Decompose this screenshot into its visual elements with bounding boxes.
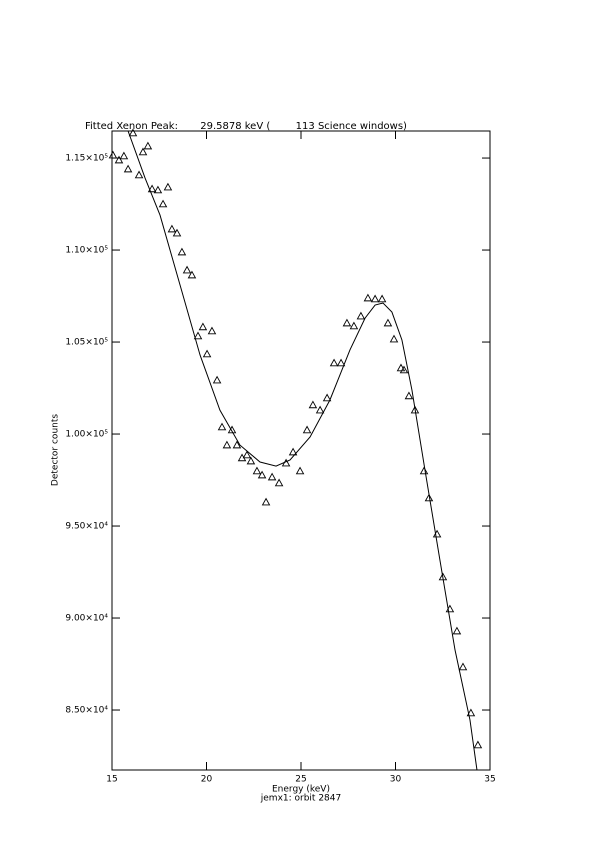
data-point — [119, 151, 129, 160]
data-point — [302, 425, 312, 434]
data-point — [207, 326, 217, 335]
data-point — [257, 470, 267, 479]
data-point — [424, 493, 434, 502]
data-point — [167, 224, 177, 233]
plot-frame — [111, 130, 491, 771]
data-point — [212, 375, 222, 384]
data-point — [242, 450, 252, 459]
data-point — [370, 294, 380, 303]
y-tick-label: 9.50×10⁴ — [65, 522, 108, 532]
data-point — [182, 265, 192, 274]
data-point — [232, 440, 242, 449]
data-point — [227, 425, 237, 434]
y-tick-label: 1.05×10⁵ — [65, 338, 108, 348]
data-point — [452, 626, 462, 635]
y-tick-label: 1.00×10⁵ — [65, 430, 108, 440]
data-point — [163, 182, 173, 191]
chart-title: Fitted Xenon Peak: 29.5878 keV ( 113 Sci… — [85, 121, 407, 132]
y-tick-label: 1.15×10⁵ — [65, 154, 108, 164]
y-tick-label: 8.50×10⁴ — [65, 706, 108, 716]
data-point — [134, 170, 144, 179]
data-point — [267, 472, 277, 481]
data-point — [322, 393, 332, 402]
data-point — [315, 405, 325, 414]
x-tick-label: 25 — [295, 775, 306, 785]
subtitle: jemx1: orbit 2847 — [260, 794, 341, 804]
data-point — [138, 147, 148, 156]
data-point — [308, 400, 318, 409]
data-point — [274, 478, 284, 487]
data-point — [153, 185, 163, 194]
data-point — [356, 311, 366, 320]
x-tick-label: 15 — [106, 775, 117, 785]
data-point — [349, 321, 359, 330]
data-point — [466, 708, 476, 717]
x-axis-label: Energy (keV) — [272, 785, 330, 795]
data-point — [363, 293, 373, 302]
data-point — [410, 405, 420, 414]
data-point — [295, 466, 305, 475]
y-tick-label: 9.00×10⁴ — [65, 614, 108, 624]
y-axis-label: Detector counts — [51, 414, 61, 486]
data-point — [404, 391, 414, 400]
data-point — [193, 331, 203, 340]
data-point — [217, 422, 227, 431]
data-point — [432, 529, 442, 538]
data-point — [202, 349, 212, 358]
data-point — [342, 318, 352, 327]
data-point — [158, 199, 168, 208]
y-tick-label: 1.10×10⁵ — [65, 246, 108, 256]
data-point — [187, 270, 197, 279]
data-point — [383, 318, 393, 327]
data-point — [377, 294, 387, 303]
data-point — [108, 150, 118, 159]
data-point — [128, 128, 138, 137]
data-point — [399, 365, 409, 374]
data-point — [458, 662, 468, 671]
data-point — [261, 497, 271, 506]
data-point — [143, 141, 153, 150]
data-point — [222, 440, 232, 449]
data-point — [147, 184, 157, 193]
data-point — [329, 358, 339, 367]
data-point — [172, 228, 182, 237]
data-point — [336, 358, 346, 367]
data-point — [252, 466, 262, 475]
x-tick-label: 30 — [390, 775, 402, 785]
data-point — [114, 155, 124, 164]
data-point — [177, 247, 187, 256]
data-point — [473, 740, 483, 749]
data-point — [246, 456, 256, 465]
data-point — [288, 447, 298, 456]
data-point — [396, 363, 406, 372]
x-tick-label: 35 — [484, 775, 495, 785]
x-tick-label: 20 — [201, 775, 213, 785]
data-point — [389, 334, 399, 343]
data-point — [419, 466, 429, 475]
data-point — [123, 164, 133, 173]
data-point — [198, 322, 208, 331]
fit-line — [127, 131, 478, 770]
